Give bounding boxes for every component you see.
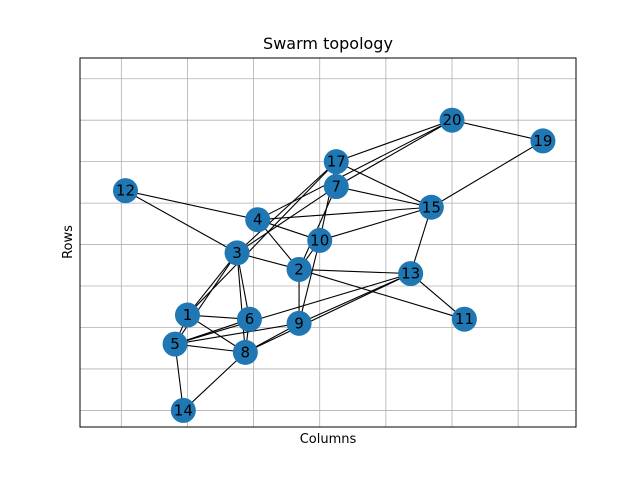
node-marker [286, 256, 312, 282]
node-19: 19 [530, 128, 556, 154]
node-14: 14 [170, 397, 196, 423]
node-marker [286, 310, 312, 336]
edge-3-17 [236, 161, 337, 254]
node-12: 12 [112, 178, 138, 204]
node-label: 9 [294, 314, 304, 332]
node-marker [398, 261, 424, 287]
edge-19-20 [451, 119, 544, 142]
node-label: 5 [170, 335, 180, 353]
edge-3-7 [236, 186, 337, 254]
node-marker [451, 306, 477, 332]
node-label: 11 [455, 310, 474, 328]
node-label: 12 [116, 182, 135, 200]
edge-5-3 [174, 252, 238, 345]
node-label: 14 [174, 401, 193, 419]
node-4: 4 [245, 207, 271, 233]
node-marker [162, 331, 188, 357]
node-label: 2 [294, 260, 304, 278]
node-3: 3 [224, 240, 250, 266]
edge-9-10 [298, 240, 321, 324]
edge-10-15 [319, 206, 432, 241]
edge-3-12 [125, 190, 238, 254]
node-label: 1 [183, 306, 193, 324]
node-label: 7 [331, 178, 341, 196]
node-10: 10 [307, 227, 333, 253]
edge-17-20 [336, 119, 453, 163]
x-axis-label: Columns [300, 432, 357, 447]
y-axis-label: Rows [61, 225, 76, 259]
node-label: 3 [232, 244, 242, 262]
edge-2-7 [298, 186, 337, 270]
node-marker [170, 397, 196, 423]
node-label: 6 [245, 310, 255, 328]
node-label: 15 [422, 198, 441, 216]
edge-9-13 [298, 273, 411, 324]
node-9: 9 [286, 310, 312, 336]
node-marker [323, 174, 349, 200]
edge-5-13 [174, 273, 411, 345]
edge-2-11 [298, 268, 465, 320]
edge-8-13 [245, 273, 411, 353]
node-label: 8 [241, 343, 251, 361]
edge-8-3 [236, 252, 246, 353]
node-8: 8 [232, 339, 258, 365]
node-marker [418, 194, 444, 220]
node-6: 6 [236, 306, 262, 332]
chart-title: Swarm topology [263, 34, 393, 53]
node-20: 20 [439, 107, 465, 133]
node-11: 11 [451, 306, 477, 332]
node-15: 15 [418, 194, 444, 220]
node-7: 7 [323, 174, 349, 200]
node-marker [439, 107, 465, 133]
node-marker [307, 227, 333, 253]
node-marker [224, 240, 250, 266]
edge-7-20 [335, 119, 453, 188]
node-1: 1 [174, 302, 200, 328]
node-marker [530, 128, 556, 154]
node-marker [323, 149, 349, 175]
node-label: 13 [401, 265, 420, 283]
node-13: 13 [398, 261, 424, 287]
edge-2-13 [299, 268, 411, 275]
edge-8-14 [182, 351, 246, 411]
node-label: 10 [310, 231, 329, 249]
edge-4-20 [257, 119, 453, 221]
edge-15-17 [336, 161, 432, 208]
node-marker [112, 178, 138, 204]
node-17: 17 [323, 149, 349, 175]
edge-7-15 [336, 185, 432, 208]
plot-frame [79, 57, 577, 428]
node-label: 20 [442, 111, 461, 129]
node-2: 2 [286, 256, 312, 282]
edge-12-4 [125, 190, 258, 221]
node-marker [245, 207, 271, 233]
node-label: 4 [253, 211, 263, 229]
edge-15-19 [431, 140, 544, 208]
node-marker [236, 306, 262, 332]
edge-5-9 [174, 322, 300, 345]
edge-1-3 [187, 252, 238, 316]
edge-4-15 [257, 206, 432, 221]
node-5: 5 [162, 331, 188, 357]
node-marker [174, 302, 200, 328]
node-label: 17 [327, 153, 346, 171]
node-label: 19 [533, 132, 552, 150]
node-marker [232, 339, 258, 365]
